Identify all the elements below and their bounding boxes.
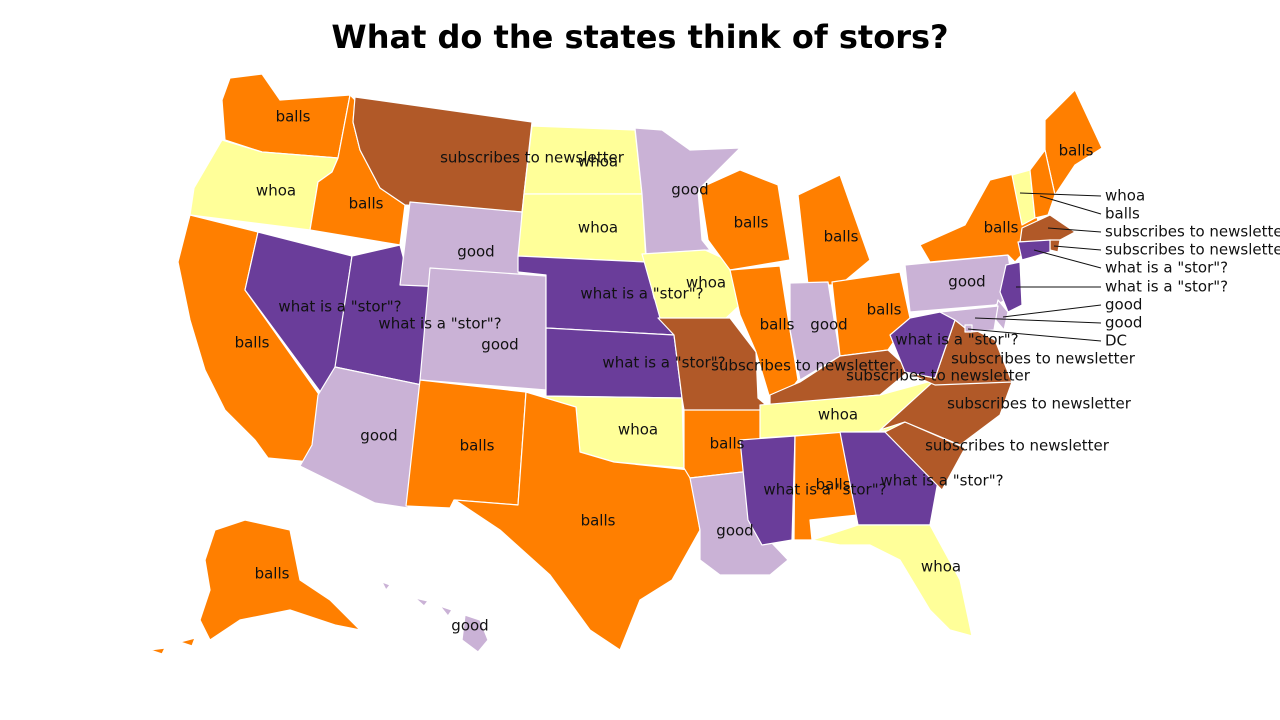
state-shapes <box>149 73 1103 655</box>
state-ma <box>1019 214 1076 243</box>
callout-line-ri <box>1053 245 1102 251</box>
state-mi <box>797 174 871 286</box>
callout-label-md: good <box>1105 314 1142 332</box>
state-label-az: good <box>360 427 397 445</box>
callout-line-de <box>1002 304 1102 318</box>
state-label-ar: balls <box>710 435 745 453</box>
state-label-wi: balls <box>734 214 769 232</box>
state-label-ok: whoa <box>618 421 658 439</box>
state-label-nv: what is a "stor"? <box>278 298 401 316</box>
state-label-la: good <box>716 522 753 540</box>
state-label-mi: balls <box>824 228 859 246</box>
state-label-id: balls <box>349 195 384 213</box>
state-fl <box>811 524 973 637</box>
state-nh <box>1029 149 1056 219</box>
state-label-va: subscribes to newsletter <box>951 350 1136 368</box>
state-label-tx: balls <box>581 512 616 530</box>
state-label-mn: good <box>671 181 708 199</box>
state-label-sc: subscribes to newsletter <box>925 437 1110 455</box>
callout-leaders <box>967 192 1102 342</box>
state-mn <box>634 127 741 255</box>
state-label-wy: good <box>457 243 494 261</box>
state-ak <box>199 519 361 641</box>
state-label-sd: whoa <box>578 219 618 237</box>
state-label-ia: whoa <box>686 274 726 292</box>
callout-line-ct <box>1033 249 1102 269</box>
callout-label-nh: balls <box>1105 205 1140 223</box>
state-label-ut: what is a "stor"? <box>378 315 501 333</box>
callout-line-nh <box>1039 195 1102 215</box>
state-label-al: balls <box>816 476 851 494</box>
map-title: What do the states think of stors? <box>331 18 949 56</box>
state-label-pa: good <box>948 273 985 291</box>
callout-label-nj: what is a "stor"? <box>1105 278 1228 296</box>
state-label-wv: what is a "stor"? <box>895 331 1018 349</box>
state-label-tn: whoa <box>818 406 858 424</box>
callout-label-vt: whoa <box>1105 187 1145 205</box>
callout-line-vt <box>1019 192 1102 197</box>
state-hi-island <box>414 597 429 607</box>
callout-label-ct: what is a "stor"? <box>1105 259 1228 277</box>
state-label-ky: subscribes to newsletter <box>846 367 1031 385</box>
callout-label-ri: subscribes to newsletter <box>1105 241 1280 259</box>
state-label-fl: whoa <box>921 558 961 576</box>
state-label-me: balls <box>1059 142 1094 160</box>
state-label-ny: balls <box>984 219 1019 237</box>
state-label-hi: good <box>451 617 488 635</box>
callout-label-dc: DC <box>1105 332 1127 350</box>
callout-line-md <box>974 317 1102 324</box>
state-ak-island <box>179 637 196 647</box>
state-ms <box>739 435 796 546</box>
callout-line-ma <box>1047 227 1102 233</box>
state-hi-island <box>381 581 391 591</box>
state-label-nm: balls <box>460 437 495 455</box>
state-label-ks: what is a "stor"? <box>602 354 725 372</box>
state-label-ga: what is a "stor"? <box>880 472 1003 490</box>
state-label-ms: what is a "stor"? <box>763 481 886 499</box>
state-label-nc: subscribes to newsletter <box>947 395 1132 413</box>
state-label-or: whoa <box>256 182 296 200</box>
state-in <box>789 281 841 381</box>
state-label-oh: balls <box>867 301 902 319</box>
state-sc <box>884 421 966 491</box>
state-nj <box>999 261 1023 313</box>
state-ak-island <box>149 647 166 655</box>
state-label-mt: subscribes to newsletter <box>440 149 625 167</box>
state-wi <box>699 169 791 271</box>
state-label-mo: subscribes to newsletter <box>711 357 896 375</box>
callout-label-de: good <box>1105 296 1142 314</box>
state-label-ak: balls <box>255 565 290 583</box>
state-label-wa: balls <box>276 108 311 126</box>
state-tx <box>454 391 701 651</box>
state-label-ca: balls <box>235 334 270 352</box>
callout-label-ma: subscribes to newsletter <box>1105 223 1280 241</box>
state-label-in: good <box>810 316 847 334</box>
state-label-il: balls <box>760 316 795 334</box>
state-md <box>939 305 999 333</box>
state-hi-island <box>439 605 453 617</box>
state-label-co: good <box>481 336 518 354</box>
state-label-nd: whoa <box>578 153 618 171</box>
state-hi <box>461 614 489 653</box>
state-label-ne: what is a "stor"? <box>580 285 703 303</box>
callout-line-dc <box>967 328 1102 342</box>
state-dc <box>964 324 973 333</box>
